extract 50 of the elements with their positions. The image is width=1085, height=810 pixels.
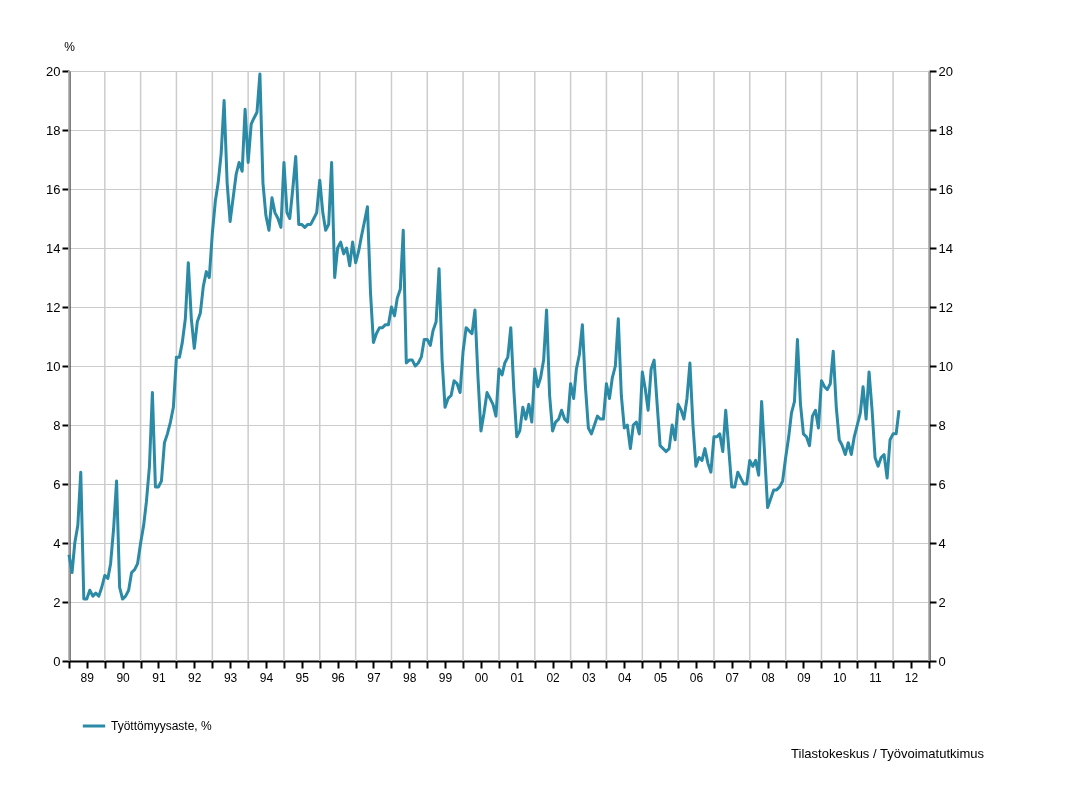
x-tick-label: 12 — [904, 670, 919, 685]
x-tick-label: 11 — [869, 670, 883, 685]
x-tick-label: 02 — [546, 670, 561, 685]
x-tick-label: 89 — [80, 670, 95, 685]
y2-tick-label: 18 — [938, 122, 953, 138]
y-tick-label: 12 — [46, 299, 61, 315]
x-tick-label: 05 — [653, 670, 668, 685]
y2-tick-label: 14 — [938, 240, 953, 256]
y-tick-label: 18 — [46, 122, 61, 138]
y-tick-label: 6 — [53, 476, 61, 492]
y2-tick-label: 10 — [938, 358, 953, 374]
y-tick-label: 14 — [46, 240, 61, 256]
x-tick-label: 09 — [797, 670, 811, 685]
y-tick-label: 8 — [53, 417, 61, 433]
x-tick-label: 99 — [438, 670, 453, 685]
y-tick-label: 20 — [46, 63, 61, 79]
y-tick-label: 4 — [53, 535, 61, 551]
y-tick-label: 16 — [46, 181, 61, 197]
y-tick-label: 0 — [53, 653, 61, 669]
x-tick-label: 03 — [582, 670, 596, 685]
x-tick-label: 90 — [116, 670, 131, 685]
x-tick-label: 95 — [295, 670, 310, 685]
y2-tick-label: 4 — [938, 535, 946, 551]
x-tick-label: 00 — [474, 670, 489, 685]
y-axis-title: % — [64, 39, 76, 54]
y2-tick-label: 0 — [938, 653, 946, 669]
x-tick-label: 07 — [725, 670, 740, 685]
x-tick-label: 96 — [331, 670, 346, 685]
y2-tick-label: 12 — [938, 299, 953, 315]
x-tick-label: 98 — [403, 670, 417, 685]
legend-label: Työttömyysaste, % — [111, 719, 213, 733]
line-series — [67, 72, 901, 601]
text: Tilastokeskus / Työvoimatutkimus — [791, 746, 985, 761]
y2-tick-label: 16 — [938, 181, 953, 197]
x-tick-label: 93 — [223, 670, 238, 685]
x-tick-label: 91 — [152, 670, 166, 685]
x-tick-label: 94 — [259, 670, 274, 685]
x-tick-label: 08 — [761, 670, 776, 685]
y-tick-label: 2 — [53, 594, 61, 610]
y-tick-label: 10 — [46, 358, 61, 374]
x-tick-label: 01 — [510, 670, 525, 685]
y2-tick-label: 6 — [938, 476, 946, 492]
x-tick-label: 04 — [618, 670, 632, 685]
x-tick-label: 92 — [188, 670, 202, 685]
y2-tick-label: 2 — [938, 594, 946, 610]
y2-tick-label: 8 — [938, 417, 946, 433]
x-tick-label: 10 — [833, 670, 847, 685]
y2-tick-label: 20 — [938, 63, 953, 79]
x-tick-label: 97 — [367, 670, 381, 685]
x-tick-label: 06 — [689, 670, 704, 685]
